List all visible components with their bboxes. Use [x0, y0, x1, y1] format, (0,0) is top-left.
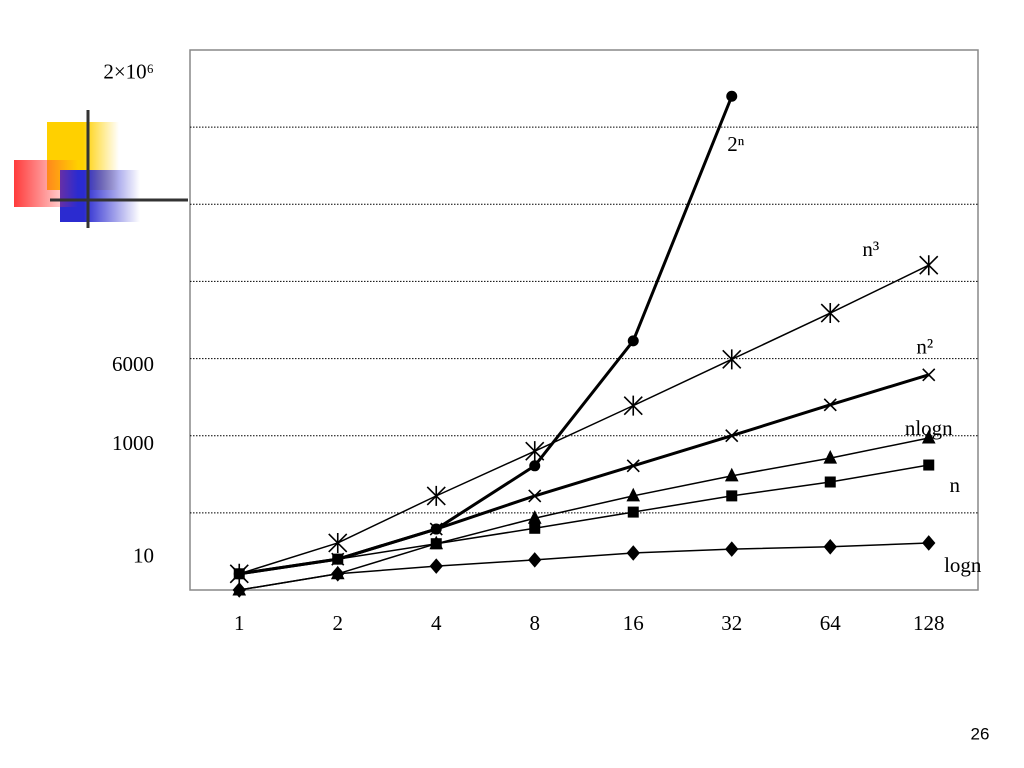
- series-label: 2ⁿ: [727, 132, 745, 156]
- y-tick-label: 6000: [112, 352, 154, 376]
- point: [820, 303, 840, 324]
- series-label: n³: [862, 237, 879, 261]
- y-tick-label: 1000: [112, 431, 154, 455]
- y-tick-label: 2×10⁶: [103, 60, 154, 84]
- point: [923, 459, 935, 471]
- point: [724, 467, 739, 482]
- point: [922, 535, 936, 551]
- point: [823, 398, 837, 412]
- point: [722, 349, 742, 370]
- series-line: [239, 464, 929, 575]
- series-line: [239, 264, 930, 575]
- point: [328, 532, 348, 553]
- point: [725, 429, 739, 443]
- point: [823, 449, 838, 464]
- point: [627, 335, 639, 347]
- page-number: 26: [971, 724, 990, 743]
- plot-frame: [189, 49, 979, 591]
- point: [726, 490, 738, 502]
- point: [233, 568, 245, 580]
- point: [332, 553, 344, 565]
- series-label: nlogn: [905, 416, 953, 440]
- point: [527, 510, 542, 524]
- x-tick-label: 128: [913, 611, 945, 635]
- point: [426, 485, 446, 506]
- point: [430, 523, 442, 535]
- point: [922, 368, 936, 382]
- point: [529, 522, 541, 534]
- x-tick-label: 1: [234, 611, 245, 635]
- x-tick-label: 2: [333, 611, 344, 635]
- point: [528, 552, 542, 568]
- point: [626, 459, 640, 473]
- point: [529, 460, 541, 472]
- x-tick-label: 16: [623, 611, 644, 635]
- point: [726, 90, 738, 102]
- point: [626, 545, 640, 561]
- series-line: [239, 437, 929, 591]
- series-label: n: [950, 473, 961, 497]
- x-tick-label: 4: [431, 611, 442, 635]
- point: [429, 535, 444, 550]
- y-tick-label: 10: [133, 543, 154, 567]
- series-line: [239, 95, 734, 576]
- series-line: [239, 542, 929, 591]
- point: [623, 395, 643, 416]
- x-tick-label: 32: [721, 611, 742, 635]
- series-label: n²: [916, 335, 933, 359]
- x-tick-label: 64: [820, 611, 842, 635]
- point: [429, 558, 443, 574]
- point: [919, 255, 939, 276]
- point: [824, 476, 836, 488]
- point: [921, 429, 936, 444]
- series-label: logn: [944, 553, 982, 577]
- point: [725, 541, 739, 557]
- point: [330, 565, 345, 580]
- point: [627, 506, 639, 518]
- slide-logo: [14, 110, 188, 228]
- point: [626, 487, 641, 502]
- point: [232, 581, 247, 596]
- point: [528, 489, 542, 503]
- x-tick-label: 8: [530, 611, 541, 635]
- point: [823, 539, 837, 555]
